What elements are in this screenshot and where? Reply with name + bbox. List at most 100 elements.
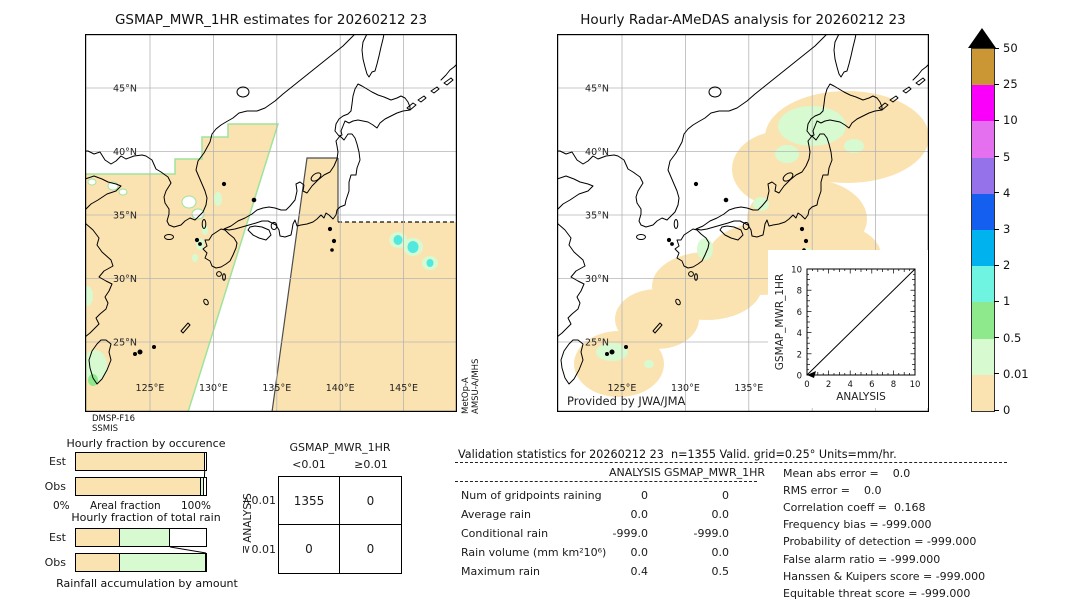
inset-xlabel: ANALYSIS — [836, 391, 886, 403]
stat-label: Rain volume (mm km²10⁶) — [461, 546, 607, 559]
totalrain-chart-title: Hourly fraction of total rain — [71, 511, 221, 524]
data-points-origin — [807, 371, 816, 378]
stat-label: Maximum rain — [461, 565, 540, 578]
totalrain-chart — [75, 528, 207, 578]
inset-xtick: 8 — [891, 380, 896, 390]
contingency-col-labels: <0.01 ≥0.01 — [278, 458, 402, 471]
row-label-obs: Obs — [44, 480, 66, 493]
left-map-title: GSMAP_MWR_1HR estimates for 20260212 23 — [114, 12, 428, 28]
inset-ytick: 4 — [797, 329, 802, 339]
operator: ≥ — [240, 544, 254, 555]
satellite-swath-amsu — [272, 158, 457, 412]
colorbar-tick-label: 5 — [994, 150, 1010, 164]
col-label: ≥0.01 — [354, 458, 388, 471]
xaxis-min: 0% — [53, 500, 70, 512]
colorbar-band — [972, 121, 994, 158]
stat-gsmap-value: -999.0 — [693, 527, 729, 540]
row-label-est: Est — [49, 531, 66, 544]
sensor-label-dmsp: DMSP-F16 SSMIS — [92, 414, 135, 434]
stat-analysis-value: -999.0 — [612, 527, 648, 540]
score-line: Equitable threat score = -999.000 — [783, 586, 971, 600]
contingency-cell: 0 — [366, 542, 375, 556]
occurrence-chart-xaxis: 0% Areal fraction 100% — [53, 500, 211, 512]
satellite-swath-ssmis — [85, 123, 280, 412]
stat-label: Conditional rain — [461, 527, 549, 540]
inset-xtick: 2 — [826, 380, 831, 390]
sensor-label-metop: MetOp-A AMSU-A/MHS — [461, 350, 481, 414]
lat-label: 35°N — [113, 211, 137, 222]
colorbar-tick-label: 10 — [994, 113, 1018, 127]
stats-row: Rain volume (mm km²10⁶) 0.0 0.0 — [455, 543, 758, 562]
stat-analysis-value: 0.4 — [630, 565, 649, 578]
colorbar-tick-label: 4 — [994, 186, 1010, 200]
inset-ytick: 2 — [797, 350, 802, 360]
inset-ytick: 6 — [797, 308, 802, 318]
stats-col-analysis: ANALYSIS — [609, 466, 661, 479]
bar-obs — [75, 553, 207, 572]
colorbar-band — [972, 193, 994, 230]
lat-label: 40°N — [113, 147, 137, 158]
divider — [455, 481, 757, 482]
stats-row: Conditional rain -999.0 -999.0 — [455, 524, 758, 543]
inset-ytick: 8 — [797, 287, 802, 297]
scatter-inset: 0 2 4 6 8 10 0 2 4 6 8 10 ANALYSIS GSMAP_MWR_1HR — [768, 250, 928, 408]
rain-cells-cyan — [393, 235, 434, 267]
inset-ticks: 0 2 4 6 8 10 0 2 4 6 8 10 — [791, 266, 920, 391]
contingency-row-label: ≥0.01 — [240, 543, 276, 556]
inset-ytick: 0 — [797, 372, 802, 382]
right-map-grid-labels: 45°N 40°N 35°N 30°N 25°N 125°E 130°E 135°E — [585, 84, 763, 395]
lon-label: 135°E — [734, 383, 763, 394]
stat-analysis-value: 0.0 — [630, 546, 649, 559]
one-to-one-line — [806, 268, 916, 376]
bar-connector — [203, 470, 206, 478]
lat-label: 25°N — [113, 338, 137, 349]
contingency-row-label: <0.01 — [240, 494, 276, 507]
score-line: Hanssen & Kuipers score = -999.000 — [783, 569, 986, 583]
divider — [455, 462, 1007, 463]
totalrain-chart-caption: Rainfall accumulation by amount — [56, 577, 238, 590]
stat-gsmap-value: 0 — [722, 489, 729, 502]
colorbar-overflow-arrow — [968, 28, 996, 48]
stats-header: Validation statistics for 20260212 23 n=… — [458, 448, 897, 461]
bar-est — [75, 452, 207, 471]
colorbar-band — [972, 49, 994, 86]
stat-analysis-value: 0.0 — [630, 508, 649, 521]
left-map-grid-labels: 45°N 40°N 35°N 30°N 25°N 125°E 130°E 135°E 140°E… — [113, 84, 418, 395]
right-map-title: Hourly Radar-AMeDAS analysis for 2026021… — [580, 12, 906, 28]
lon-label: 140°E — [326, 383, 355, 394]
sensor-name: MetOp-A — [461, 377, 471, 414]
lat-label: 30°N — [113, 274, 137, 285]
light-rain-patches — [85, 192, 438, 382]
colorbar-tick-label: 0.01 — [994, 367, 1029, 381]
operator: < — [240, 495, 254, 506]
stat-label: Average rain — [461, 508, 531, 521]
stat-analysis-value: 0 — [641, 489, 648, 502]
colorbar-tick-label: 50 — [994, 41, 1018, 55]
colorbar-tick-label: 3 — [994, 222, 1010, 236]
stat-gsmap-value: 0.0 — [711, 546, 730, 559]
occurrence-chart — [75, 452, 207, 502]
contingency-title: GSMAP_MWR_1HR — [289, 441, 391, 454]
colorbar-band — [972, 157, 994, 194]
contingency-grid: 1355 0 0 0 — [278, 476, 402, 574]
colorbar-band — [972, 374, 994, 411]
sensor-name: AMSU-A/MHS — [471, 358, 481, 414]
radar-coverage-swath — [574, 91, 929, 397]
lat-label: 35°N — [585, 211, 609, 222]
inset-xtick: 4 — [847, 380, 852, 390]
credit-label: Provided by JWA/JMA — [567, 394, 686, 408]
colorbar-band — [972, 85, 994, 122]
lat-label: 40°N — [585, 147, 609, 158]
graticule — [85, 34, 457, 412]
colorbar-band — [972, 338, 994, 375]
contingency-cell: 1355 — [279, 477, 340, 525]
radar-amedas-map: 45°N 40°N 35°N 30°N 25°N 125°E 130°E 135°E Prov… — [557, 34, 929, 412]
lon-label: 135°E — [262, 383, 291, 394]
score-line: Probability of detection = -999.000 — [783, 535, 977, 549]
bar-obs — [75, 477, 207, 496]
bar-segment — [76, 453, 205, 470]
score-line: RMS error = 0.0 — [783, 484, 882, 498]
xaxis-label: Areal fraction — [89, 500, 161, 512]
score-line: Frequency bias = -999.000 — [783, 518, 932, 532]
